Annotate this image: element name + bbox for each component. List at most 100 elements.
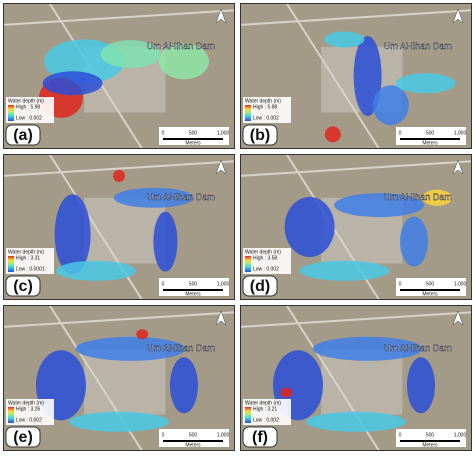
scale-box (396, 429, 466, 447)
road (240, 311, 472, 328)
scale-bar (400, 440, 460, 442)
legend-high: High : 3.21 (253, 406, 277, 412)
water-area (153, 211, 178, 272)
legend-low: Low : 0.002 (16, 417, 42, 423)
water-area (136, 329, 149, 340)
dam-label: Um Al-Ilhan Dam (147, 343, 215, 353)
water-area (75, 336, 186, 361)
road (285, 3, 381, 149)
color-ramp (245, 105, 251, 121)
legend-high: High : 3.26 (16, 406, 40, 412)
panel-label: (e) (13, 429, 33, 446)
water-area (100, 40, 161, 69)
scale-unit: Meters (422, 140, 438, 146)
road (3, 160, 235, 177)
road (3, 9, 235, 26)
north-arrow (215, 159, 227, 175)
north-arrow (452, 8, 464, 24)
scale-box (396, 278, 466, 296)
scale-label: 500 (189, 130, 198, 136)
scale-bar (400, 289, 460, 291)
legend-title: Water depth (m) (8, 249, 44, 255)
map-panel: Um Al-Ilhan Dam Water depth (m)High : 3.5… (240, 154, 472, 300)
color-ramp (245, 256, 251, 272)
scale-label: 500 (189, 281, 198, 287)
scale-label: 500 (426, 281, 435, 287)
legend-title: Water depth (m) (8, 400, 44, 406)
label-box (5, 275, 41, 297)
water-area (280, 387, 293, 398)
scale-unit: Meters (422, 442, 438, 448)
water-area (113, 187, 194, 208)
north-arrow (452, 159, 464, 175)
water-area (54, 194, 91, 275)
legend-low: Low : 0.002 (253, 417, 279, 423)
legend-title: Water depth (m) (245, 400, 281, 406)
water-area (372, 85, 409, 126)
scale-label: 0 (162, 130, 165, 136)
water-area (395, 73, 456, 94)
water-area (299, 260, 390, 281)
legend-high: High : 5.98 (16, 104, 40, 110)
frame (240, 3, 472, 149)
frame (240, 305, 472, 451)
dam-label: Um Al-Ilhan Dam (384, 343, 452, 353)
map-panel: Um Al-Ilhan Dam Water depth (m)High : 5.9… (3, 3, 235, 149)
scale-label: 500 (426, 432, 435, 438)
scale-bar (163, 138, 223, 140)
label-box (242, 275, 278, 297)
scale-label: 0 (399, 130, 402, 136)
water-area (334, 193, 425, 218)
water-area (406, 357, 435, 414)
scale-unit: Meters (185, 140, 201, 146)
dam-label: Um Al-Ilhan Dam (384, 192, 452, 202)
legend-low: Low : 0.0001 (16, 266, 45, 272)
frame (3, 3, 235, 149)
legend-low: Low : 0.002 (253, 115, 279, 121)
frame (240, 154, 472, 300)
scale-label: 1,000 (454, 281, 467, 287)
water-area (324, 31, 365, 48)
road (3, 311, 235, 328)
water-area (169, 357, 198, 414)
water-area (158, 43, 209, 80)
panel-label: (b) (250, 127, 270, 144)
road (240, 9, 472, 26)
panel-label: (f) (252, 429, 268, 446)
legend-high: High : 5.98 (253, 104, 277, 110)
panel-label: (d) (250, 278, 270, 295)
water-area (306, 411, 406, 432)
label-box (242, 124, 278, 146)
scale-label: 500 (189, 432, 198, 438)
scale-bar (163, 289, 223, 291)
road (240, 160, 472, 177)
scale-box (159, 429, 229, 447)
dam-label: Um Al-Ilhan Dam (147, 192, 215, 202)
water-area (324, 126, 341, 143)
color-ramp (8, 407, 14, 423)
color-ramp (8, 105, 14, 121)
scale-label: 1,000 (217, 432, 230, 438)
scale-label: 1,000 (217, 281, 230, 287)
scale-label: 0 (399, 432, 402, 438)
scale-label: 1,000 (454, 130, 467, 136)
frame (3, 305, 235, 451)
water-area (284, 197, 335, 257)
legend-title: Water depth (m) (8, 98, 44, 104)
north-arrow (215, 8, 227, 24)
label-box (5, 426, 41, 448)
legend-high: High : 3.31 (16, 255, 40, 261)
dam-label: Um Al-Ilhan Dam (147, 41, 215, 51)
scale-unit: Meters (185, 442, 201, 448)
legend-title: Water depth (m) (245, 98, 281, 104)
water-area (312, 336, 423, 361)
map-panel: Um Al-Ilhan Dam Water depth (m)High : 3.3… (3, 154, 235, 300)
scale-box (159, 127, 229, 145)
scale-label: 1,000 (217, 130, 230, 136)
water-area (400, 216, 428, 267)
legend-low: Low : 0.002 (16, 115, 42, 121)
scale-bar (400, 138, 460, 140)
map-panel: Um Al-Ilhan Dam Water depth (m)High : 3.2… (3, 305, 235, 451)
scale-unit: Meters (422, 291, 438, 297)
